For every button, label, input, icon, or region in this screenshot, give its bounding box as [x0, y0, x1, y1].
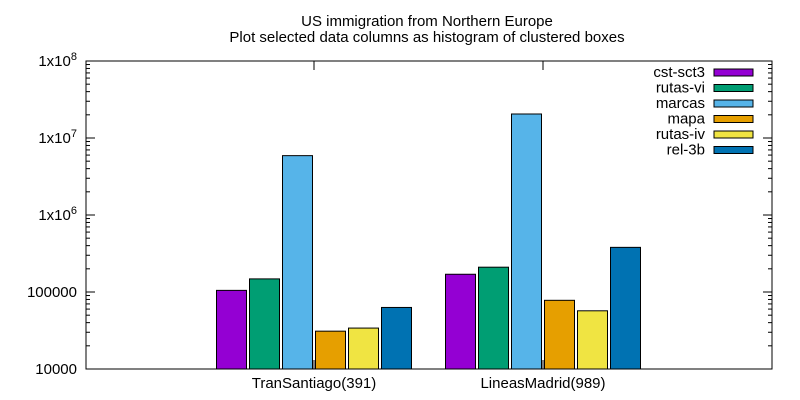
bar-mapa	[315, 330, 346, 370]
legend-swatch	[713, 68, 754, 77]
x-tick-label: LineasMadrid(989)	[480, 375, 605, 392]
legend-label: rel-3b	[667, 142, 705, 159]
chart-title: US immigration from Northern Europe	[301, 13, 553, 30]
bar-cst-sct3	[216, 289, 247, 370]
legend-label: rutas-vi	[656, 80, 705, 97]
y-tick-exponent: 7	[71, 128, 77, 140]
bar-rel-3b	[381, 306, 412, 370]
y-tick-label: 10000	[35, 361, 77, 378]
y-tick-exponent: 8	[71, 51, 77, 63]
legend-swatch	[713, 115, 754, 123]
bars	[216, 113, 641, 370]
bar-rutas-iv	[348, 327, 379, 370]
y-axis: 10000 100000 1x106 1x107 1x108	[27, 51, 772, 378]
x-tick-label: TranSantiago(391)	[252, 375, 377, 392]
legend-label: rutas-iv	[656, 126, 706, 143]
bar-rel-3b	[610, 246, 641, 370]
y-tick-label: 1x106	[38, 205, 77, 224]
legend-label: cst-sct3	[653, 64, 705, 81]
legend-swatch	[713, 130, 754, 139]
y-tick-exponent: 6	[71, 205, 77, 217]
chart-subtitle: Plot selected data columns as histogram …	[229, 29, 624, 46]
y-tick-label: 100000	[27, 284, 77, 301]
x-axis: TranSantiago(391) LineasMadrid(989)	[252, 61, 606, 392]
legend-label: mapa	[667, 111, 705, 128]
legend-swatch	[713, 84, 754, 92]
legend-swatch	[713, 146, 754, 154]
legend-label: marcas	[656, 95, 705, 112]
bar-cst-sct3	[445, 273, 476, 370]
bar-rutas-vi	[249, 278, 280, 370]
bar-marcas	[282, 155, 313, 370]
bar-marcas	[511, 113, 542, 370]
bar-rutas-iv	[577, 310, 608, 370]
legend-swatch	[713, 99, 754, 108]
bar-mapa	[544, 299, 575, 370]
bar-rutas-vi	[478, 266, 509, 370]
y-tick-label: 1x108	[38, 51, 77, 70]
y-tick-label: 1x107	[38, 128, 77, 147]
